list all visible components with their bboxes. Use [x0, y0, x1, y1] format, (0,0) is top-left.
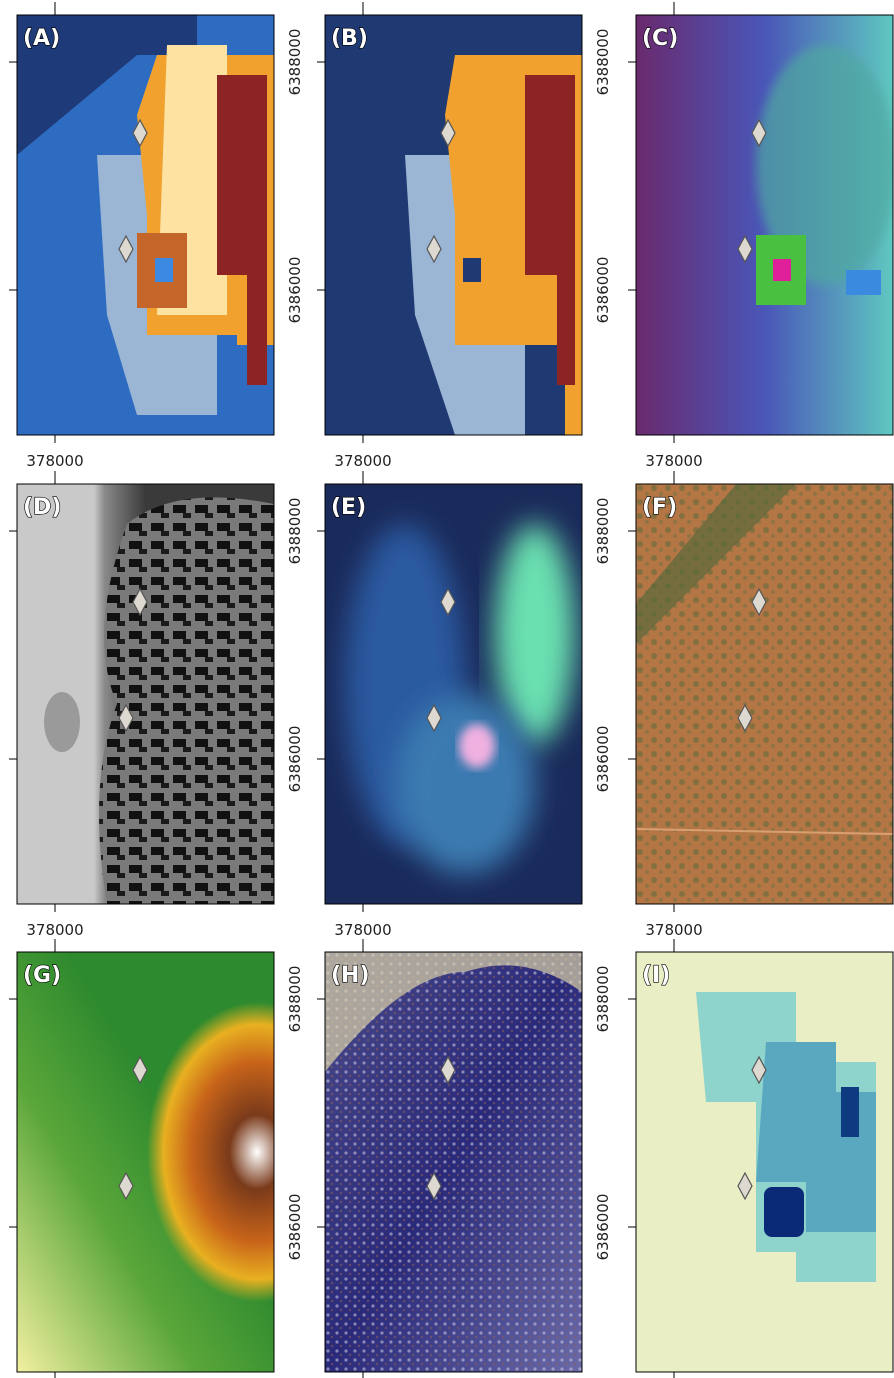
panel-label: (D): [23, 495, 61, 520]
map-fill: [155, 258, 173, 282]
map-image: [636, 952, 893, 1372]
map-image: [17, 15, 274, 435]
map-image: [17, 952, 367, 1372]
map-fill: [764, 1187, 804, 1237]
map-image: [636, 484, 893, 904]
map-panel: (I): [628, 939, 893, 1378]
y-tick-label: 6386000: [594, 257, 612, 324]
panel-label: (G): [23, 963, 61, 988]
map-fill: [846, 270, 881, 295]
map-panel: (F) 378000: [628, 471, 893, 939]
panel-label: (H): [331, 963, 370, 988]
map-fill: [459, 724, 495, 768]
panel-label: (B): [331, 26, 368, 51]
map-fill: [773, 259, 791, 281]
panel-label: (F): [642, 495, 677, 520]
map-panel: (A) 378000 6388000 6386000: [9, 2, 304, 470]
figure: (A) 378000 6388000 6386000 (B) 378000 6388000 6…: [0, 0, 894, 1378]
map-fill: [395, 694, 535, 874]
y-tick-label: 6386000: [594, 726, 612, 793]
map-fill: [99, 497, 274, 904]
map-panel: (G) 6388000 6386000: [9, 939, 367, 1378]
map-image: [325, 15, 582, 435]
y-tick-label: 6388000: [594, 498, 612, 565]
map-panel: (H) 6388000 6386000: [317, 939, 612, 1378]
map-fill: [495, 524, 575, 744]
y-tick-label: 6388000: [286, 966, 304, 1033]
map-panel: (C) 378000: [628, 2, 894, 470]
x-tick-label: 378000: [645, 921, 702, 939]
map-image: [17, 484, 274, 904]
y-tick-label: 6386000: [594, 1194, 612, 1261]
x-tick-label: 378000: [26, 452, 83, 470]
y-tick-label: 6388000: [286, 29, 304, 96]
map-panel: (E) 378000 6388000 6386000: [317, 471, 612, 939]
x-tick-label: 378000: [334, 921, 391, 939]
y-tick-label: 6388000: [594, 966, 612, 1033]
map-panel: (D) 378000 6388000 6386000: [9, 471, 304, 939]
y-tick-label: 6386000: [286, 726, 304, 793]
map-image: [636, 15, 894, 435]
y-tick-label: 6386000: [286, 257, 304, 324]
map-fill: [463, 258, 481, 282]
x-tick-label: 378000: [334, 452, 391, 470]
panel-label: (I): [642, 963, 670, 988]
map-panel: (B) 378000 6388000 6386000: [317, 2, 612, 470]
x-tick-label: 378000: [645, 452, 702, 470]
map-fill: [636, 484, 893, 904]
map-fill: [44, 692, 80, 752]
y-tick-label: 6388000: [594, 29, 612, 96]
map-image: [325, 484, 582, 904]
map-fill: [841, 1087, 859, 1137]
panel-label: (E): [331, 495, 366, 520]
map-image: [325, 952, 582, 1372]
panel-label: (C): [642, 26, 678, 51]
y-tick-label: 6386000: [286, 1194, 304, 1261]
y-tick-label: 6388000: [286, 498, 304, 565]
panel-label: (A): [23, 26, 60, 51]
x-tick-label: 378000: [26, 921, 83, 939]
